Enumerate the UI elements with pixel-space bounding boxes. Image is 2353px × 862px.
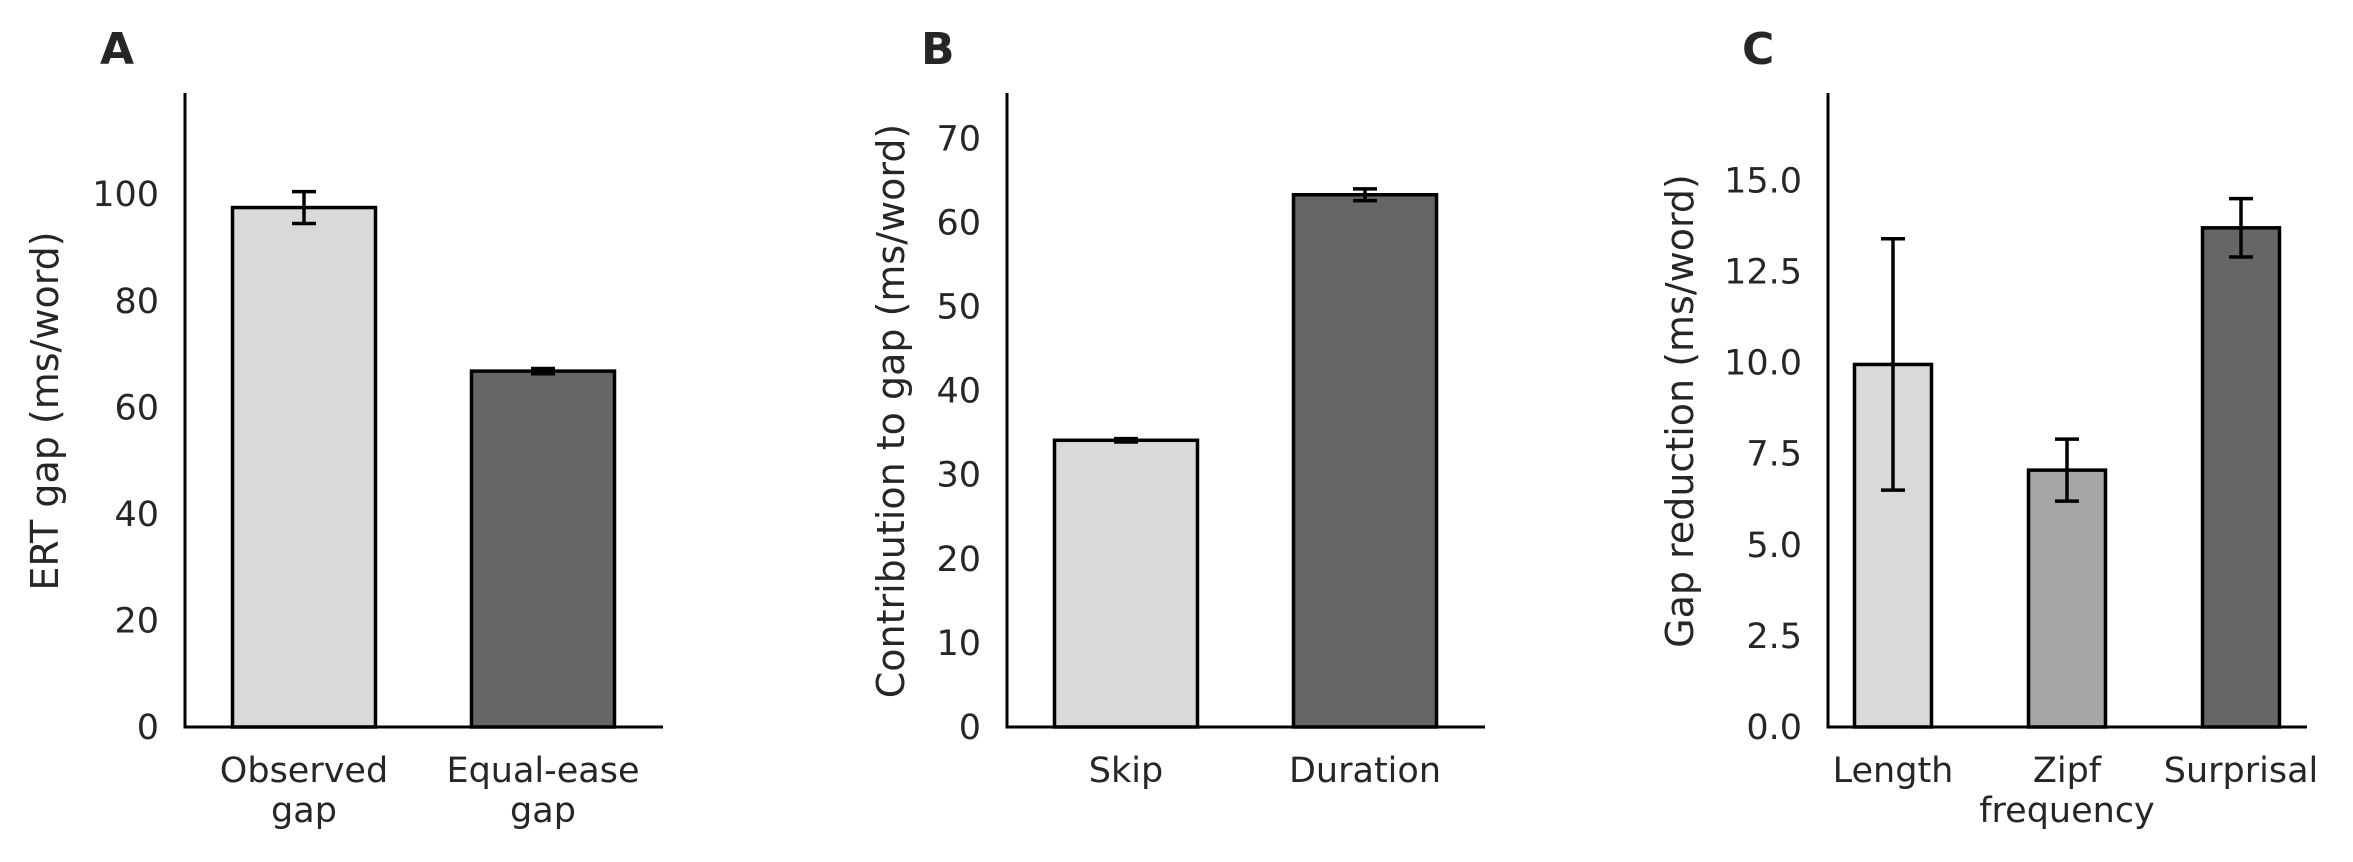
panel-c-y-tick-label: 15.0 bbox=[1724, 161, 1802, 201]
panel-b-y-tick-label: 30 bbox=[936, 456, 981, 496]
panel-b-y-tick-label: 0 bbox=[959, 708, 981, 748]
panel-a-bar bbox=[230, 205, 378, 729]
panel-c-y-tick-label: 10.0 bbox=[1724, 344, 1802, 384]
panel-a-y-tick-label: 100 bbox=[92, 175, 159, 215]
panel-a-bars bbox=[230, 205, 617, 729]
panel-b: B Contribution to gap (ms/word) 0 10 20 30 4… bbox=[869, 24, 1485, 791]
panel-b-x-ticks: Skip Duration bbox=[1089, 751, 1441, 791]
panel-b-bars bbox=[1052, 192, 1439, 729]
panel-b-x-tick-label: Skip bbox=[1089, 751, 1163, 791]
panel-c-y-tick-label: 7.5 bbox=[1746, 435, 1802, 475]
panel-a-y-tick-label: 60 bbox=[114, 388, 159, 428]
panel-b-label: B bbox=[921, 24, 955, 75]
panel-c-error-bar bbox=[2229, 196, 2253, 259]
panel-b-bar bbox=[1291, 192, 1439, 729]
panel-c-x-tick-label: Length bbox=[1833, 751, 1954, 791]
panel-c-bar bbox=[2026, 468, 2108, 729]
panel-a-bar bbox=[469, 369, 617, 729]
panel-a-label: A bbox=[100, 24, 134, 75]
panel-a-error-bar bbox=[292, 189, 316, 226]
panel-b-bar bbox=[1052, 438, 1200, 729]
panel-c-x-tick-label: Zipf frequency bbox=[1979, 751, 2155, 831]
panel-b-y-tick-label: 50 bbox=[936, 288, 981, 328]
panel-c-error-bars bbox=[1881, 196, 2253, 503]
panel-b-y-ticks: 0 10 20 30 40 50 60 70 bbox=[936, 119, 981, 748]
panel-a-y-tick-label: 0 bbox=[137, 708, 159, 748]
panel-c-label: C bbox=[1742, 24, 1774, 75]
panel-c: C Gap reduction (ms/word) 0.0 2.5 5.0 7.5 10… bbox=[1658, 24, 2318, 831]
panel-a-y-tick-label: 20 bbox=[114, 601, 159, 641]
panel-b-error-bar bbox=[1353, 187, 1377, 203]
panel-a-x-ticks: Observed gap Equal-ease gap bbox=[220, 751, 640, 831]
panel-c-y-tick-label: 2.5 bbox=[1746, 617, 1802, 657]
panel-b-y-tick-label: 60 bbox=[936, 203, 981, 243]
panel-a-x-tick-label: Observed gap bbox=[220, 751, 388, 831]
panel-a-y-ticks: 0 20 40 60 80 100 bbox=[92, 175, 159, 748]
panel-a-y-tick-label: 80 bbox=[114, 282, 159, 322]
panel-b-y-tick-label: 70 bbox=[936, 119, 981, 159]
panel-c-y-tick-label: 5.0 bbox=[1746, 526, 1802, 566]
panel-b-x-tick-label: Duration bbox=[1289, 751, 1441, 791]
panel-a-y-tick-label: 40 bbox=[114, 495, 159, 535]
panel-b-error-bars bbox=[1114, 187, 1377, 444]
panel-b-error-bar bbox=[1114, 436, 1138, 444]
panel-a-x-tick-label: Equal-ease gap bbox=[446, 751, 639, 831]
panel-b-y-tick-label: 40 bbox=[936, 372, 981, 412]
panel-a: A ERT gap (ms/word) 0 20 40 60 80 100 Observe… bbox=[23, 24, 663, 831]
panel-a-ylabel: ERT gap (ms/word) bbox=[23, 231, 67, 590]
panel-c-bar bbox=[2200, 226, 2282, 729]
panel-b-y-tick-label: 20 bbox=[936, 540, 981, 580]
panel-b-y-tick-label: 10 bbox=[936, 624, 981, 664]
panel-a-error-bar bbox=[531, 366, 555, 376]
panel-c-bars bbox=[1852, 226, 2282, 729]
panel-c-ylabel: Gap reduction (ms/word) bbox=[1658, 174, 1702, 648]
panel-b-ylabel: Contribution to gap (ms/word) bbox=[869, 124, 913, 699]
panel-c-x-tick-label: Surprisal bbox=[2164, 751, 2319, 791]
panel-c-y-tick-label: 12.5 bbox=[1724, 253, 1802, 293]
panel-c-y-ticks: 0.0 2.5 5.0 7.5 10.0 12.5 15.0 bbox=[1724, 161, 1802, 748]
panel-a-error-bars bbox=[292, 189, 555, 376]
panel-c-error-bar bbox=[1881, 236, 1905, 492]
panel-c-error-bar bbox=[2055, 437, 2079, 503]
panel-c-y-tick-label: 0.0 bbox=[1746, 708, 1802, 748]
